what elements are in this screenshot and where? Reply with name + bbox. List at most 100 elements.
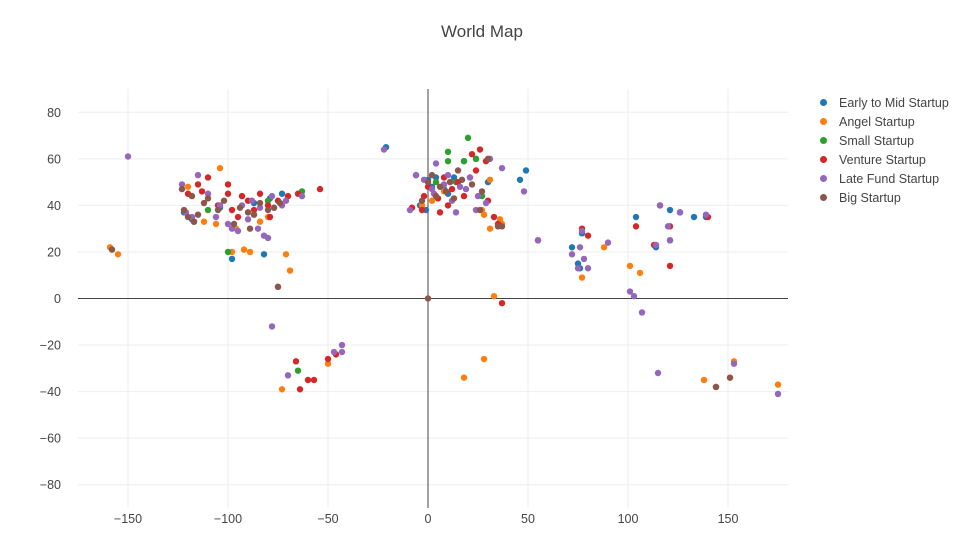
data-point[interactable]: [278, 190, 286, 197]
data-point[interactable]: [124, 153, 132, 160]
data-point[interactable]: [424, 178, 432, 186]
data-point[interactable]: [264, 202, 272, 209]
data-point[interactable]: [584, 232, 592, 239]
data-point[interactable]: [568, 244, 576, 251]
data-point[interactable]: [486, 176, 494, 183]
data-point[interactable]: [578, 274, 586, 281]
data-point[interactable]: [666, 237, 674, 244]
data-point[interactable]: [324, 360, 332, 367]
data-point[interactable]: [282, 251, 290, 258]
data-point[interactable]: [256, 199, 264, 207]
data-point[interactable]: [230, 220, 238, 228]
data-point[interactable]: [264, 197, 272, 204]
data-point[interactable]: [338, 341, 346, 349]
data-point[interactable]: [238, 192, 246, 200]
data-point[interactable]: [234, 213, 242, 221]
data-point[interactable]: [406, 206, 414, 214]
data-point[interactable]: [330, 348, 338, 356]
data-point[interactable]: [482, 199, 490, 207]
data-point[interactable]: [212, 220, 220, 228]
data-point[interactable]: [568, 251, 576, 258]
data-point[interactable]: [522, 167, 530, 174]
data-point[interactable]: [200, 199, 208, 207]
data-point[interactable]: [676, 209, 684, 216]
data-point[interactable]: [490, 213, 498, 221]
data-point[interactable]: [454, 167, 462, 174]
data-point[interactable]: [580, 255, 588, 263]
data-point[interactable]: [214, 206, 222, 214]
data-point[interactable]: [626, 288, 634, 295]
data-point[interactable]: [474, 192, 482, 200]
data-point[interactable]: [632, 213, 640, 221]
data-point[interactable]: [444, 157, 452, 165]
data-point[interactable]: [178, 185, 186, 193]
data-point[interactable]: [490, 292, 498, 300]
data-point[interactable]: [466, 174, 474, 181]
data-point[interactable]: [224, 181, 232, 188]
data-point[interactable]: [436, 183, 444, 190]
data-point[interactable]: [180, 206, 188, 214]
data-point[interactable]: [516, 176, 524, 183]
data-point[interactable]: [294, 367, 302, 374]
data-point[interactable]: [244, 216, 252, 223]
data-point[interactable]: [460, 192, 468, 200]
legend[interactable]: Early to Mid Startup Angel Startup Small S…: [816, 93, 949, 207]
data-point[interactable]: [284, 372, 292, 379]
data-point[interactable]: [462, 185, 470, 193]
data-point[interactable]: [248, 197, 256, 204]
data-point[interactable]: [476, 206, 484, 214]
data-point[interactable]: [428, 185, 436, 193]
data-point[interactable]: [578, 227, 586, 235]
data-point[interactable]: [444, 202, 452, 209]
data-point[interactable]: [432, 160, 440, 167]
data-point[interactable]: [456, 183, 464, 190]
data-point[interactable]: [184, 183, 192, 190]
data-point[interactable]: [270, 204, 278, 211]
legend-item[interactable]: Early to Mid Startup: [816, 93, 949, 112]
data-point[interactable]: [292, 358, 300, 365]
data-point[interactable]: [484, 155, 492, 163]
data-point[interactable]: [472, 155, 480, 163]
data-point[interactable]: [114, 251, 122, 258]
data-point[interactable]: [298, 192, 306, 200]
data-point[interactable]: [464, 134, 472, 142]
data-point[interactable]: [264, 234, 272, 242]
data-point[interactable]: [700, 376, 708, 384]
data-point[interactable]: [228, 206, 236, 214]
data-point[interactable]: [626, 262, 634, 270]
data-point[interactable]: [476, 146, 484, 153]
data-point[interactable]: [480, 355, 488, 363]
data-point[interactable]: [228, 255, 236, 263]
data-point[interactable]: [220, 197, 228, 204]
data-point[interactable]: [424, 295, 432, 302]
data-point[interactable]: [260, 251, 268, 258]
data-point[interactable]: [224, 248, 232, 256]
data-point[interactable]: [730, 360, 738, 367]
data-point[interactable]: [412, 171, 420, 179]
data-point[interactable]: [418, 206, 426, 214]
data-point[interactable]: [460, 374, 468, 381]
data-point[interactable]: [204, 190, 212, 197]
data-point[interactable]: [234, 227, 242, 235]
data-point[interactable]: [450, 195, 458, 202]
data-point[interactable]: [194, 181, 202, 188]
data-point[interactable]: [108, 246, 116, 253]
data-point[interactable]: [178, 181, 186, 188]
data-point[interactable]: [428, 197, 436, 204]
data-point[interactable]: [774, 390, 782, 398]
data-point[interactable]: [250, 206, 258, 214]
data-point[interactable]: [442, 188, 450, 195]
data-point[interactable]: [584, 265, 592, 272]
data-point[interactable]: [338, 348, 346, 356]
data-point[interactable]: [444, 171, 452, 179]
data-point[interactable]: [600, 244, 608, 251]
data-point[interactable]: [452, 209, 460, 216]
legend-item[interactable]: Small Startup: [816, 131, 949, 150]
data-point[interactable]: [774, 381, 782, 388]
data-point[interactable]: [664, 223, 672, 230]
data-point[interactable]: [198, 188, 206, 195]
data-point[interactable]: [636, 269, 644, 277]
data-point[interactable]: [444, 148, 452, 156]
data-point[interactable]: [204, 195, 212, 202]
